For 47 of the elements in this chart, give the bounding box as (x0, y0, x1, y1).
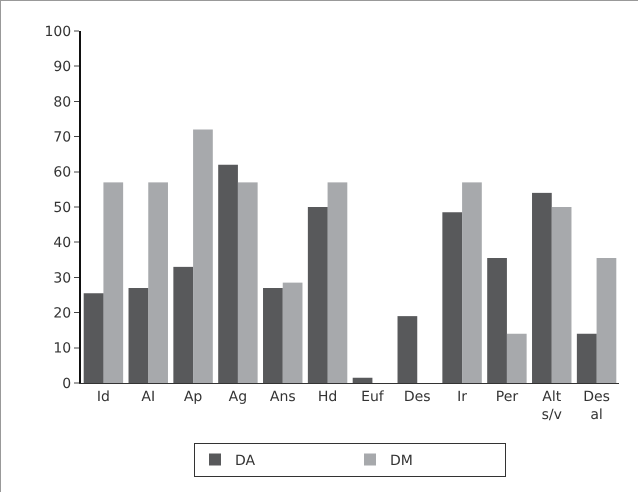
y-tick-label: 80 (53, 94, 72, 110)
y-tick-label: 30 (53, 270, 72, 286)
bar (238, 182, 258, 383)
bar (328, 182, 348, 383)
bar (596, 258, 616, 383)
x-tick-label: Alt s/v (542, 388, 562, 423)
bar (193, 130, 213, 383)
x-tick-label: Hd (318, 388, 338, 405)
legend-label: DA (235, 452, 256, 469)
bar (103, 182, 124, 383)
bar (84, 293, 104, 383)
bar (218, 164, 238, 383)
bar (128, 288, 148, 383)
bar (263, 288, 283, 383)
x-tick-label: AI (141, 388, 156, 405)
x-tick-label: Per (496, 388, 518, 405)
x-tick-label: Ag (228, 388, 248, 405)
y-tick-label: 0 (62, 376, 72, 392)
legend-label: DM (390, 452, 413, 469)
bar (398, 316, 418, 383)
bar (576, 334, 597, 383)
x-tick-label: Euf (361, 388, 385, 405)
bar (148, 182, 168, 383)
bar (506, 334, 527, 383)
y-tick-label: 10 (53, 340, 72, 357)
y-tick-label: 90 (53, 59, 72, 76)
bar (308, 207, 328, 383)
bar (462, 182, 482, 383)
bar (532, 192, 552, 383)
y-tick-label: 40 (53, 235, 72, 252)
y-tick-label: 60 (53, 164, 72, 181)
bar (487, 258, 507, 383)
x-tick-label: Ir (457, 388, 468, 405)
x-tick-label: Des (404, 388, 431, 405)
y-tick-label: 70 (53, 130, 72, 146)
bar (442, 212, 462, 383)
x-tick-label: Ap (184, 388, 202, 405)
y-tick-label: 100 (44, 24, 72, 40)
x-tick-label: Des al (583, 388, 610, 423)
x-tick-label: Id (96, 388, 110, 405)
bar (352, 378, 372, 383)
bar (282, 282, 302, 383)
y-tick-label: 50 (53, 200, 72, 216)
bar (173, 266, 194, 383)
x-tick-label: Ans (270, 388, 296, 405)
y-tick-label: 20 (53, 306, 72, 322)
bar (552, 207, 572, 383)
